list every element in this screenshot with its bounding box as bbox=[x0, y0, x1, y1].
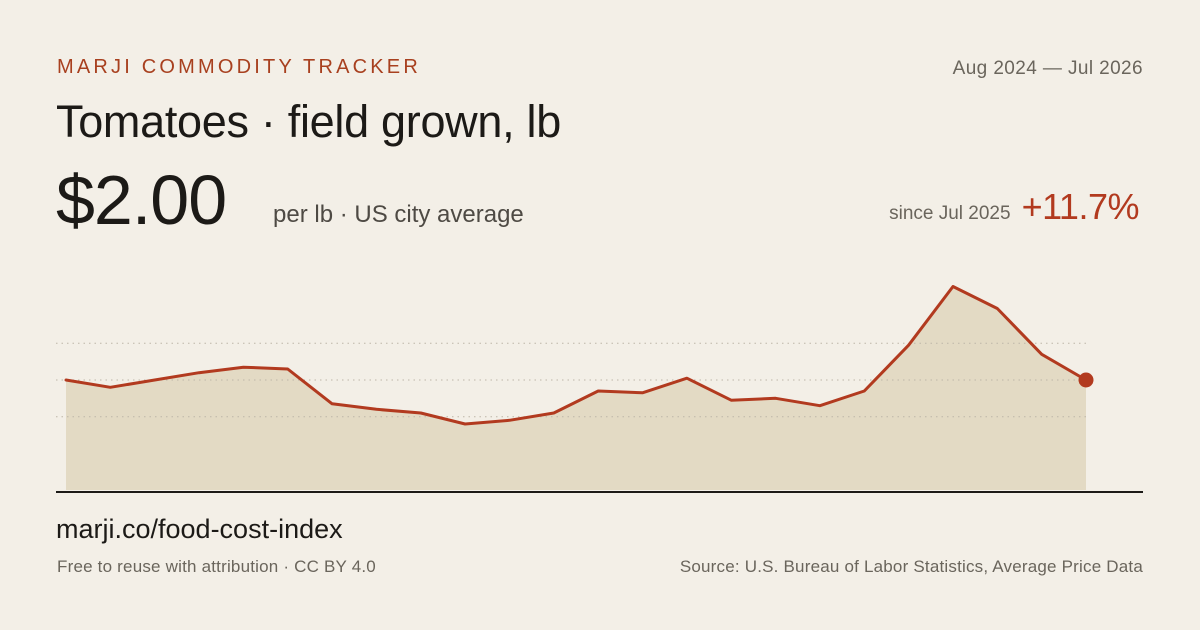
latest-point-marker bbox=[1078, 372, 1094, 388]
current-price: $2.00 bbox=[56, 161, 227, 239]
price-line bbox=[64, 285, 1088, 426]
change-indicator: since Jul 2025 +11.7% bbox=[889, 186, 1139, 228]
change-label: since Jul 2025 bbox=[889, 203, 1011, 224]
price-area bbox=[66, 286, 1086, 490]
page-title: Tomatoes · field grown, lb bbox=[56, 96, 561, 147]
brand-eyebrow: MARJI COMMODITY TRACKER bbox=[57, 56, 421, 78]
change-value: +11.7% bbox=[1021, 186, 1140, 227]
license-note: Free to reuse with attribution · CC BY 4… bbox=[57, 557, 376, 576]
site-url[interactable]: marji.co/food-cost-index bbox=[56, 514, 343, 544]
date-range: Aug 2024 — Jul 2026 bbox=[952, 58, 1143, 79]
price-unit-label: per lb · US city average bbox=[273, 201, 524, 228]
source-note: Source: U.S. Bureau of Labor Statistics,… bbox=[679, 557, 1143, 576]
